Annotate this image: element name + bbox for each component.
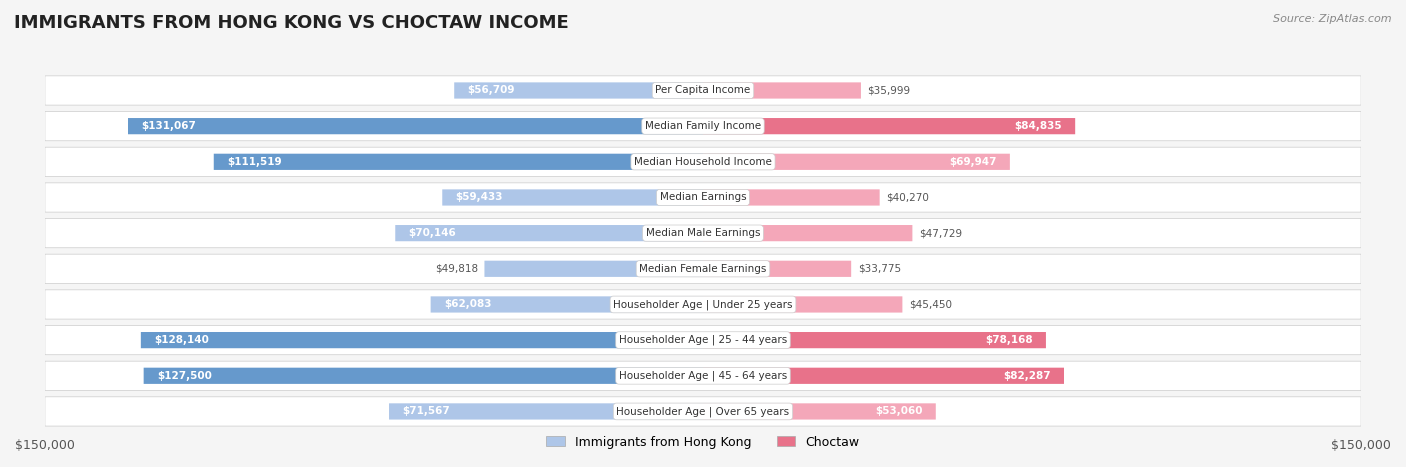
FancyBboxPatch shape: [45, 147, 1361, 177]
FancyBboxPatch shape: [703, 332, 1046, 348]
FancyBboxPatch shape: [703, 297, 903, 312]
FancyBboxPatch shape: [485, 261, 703, 277]
Text: Householder Age | 25 - 44 years: Householder Age | 25 - 44 years: [619, 335, 787, 346]
FancyBboxPatch shape: [45, 254, 1361, 283]
Text: Source: ZipAtlas.com: Source: ZipAtlas.com: [1274, 14, 1392, 24]
Text: Householder Age | 45 - 64 years: Householder Age | 45 - 64 years: [619, 370, 787, 381]
Text: Median Family Income: Median Family Income: [645, 121, 761, 131]
Text: $82,287: $82,287: [1004, 371, 1050, 381]
Text: $35,999: $35,999: [868, 85, 911, 95]
Text: $53,060: $53,060: [875, 406, 922, 417]
FancyBboxPatch shape: [141, 332, 703, 348]
FancyBboxPatch shape: [703, 154, 1010, 170]
Text: $84,835: $84,835: [1014, 121, 1062, 131]
FancyBboxPatch shape: [703, 189, 880, 205]
FancyBboxPatch shape: [703, 261, 851, 277]
Text: $131,067: $131,067: [141, 121, 195, 131]
Text: $40,270: $40,270: [886, 192, 929, 203]
FancyBboxPatch shape: [45, 325, 1361, 355]
FancyBboxPatch shape: [143, 368, 703, 384]
Text: $111,519: $111,519: [226, 157, 281, 167]
FancyBboxPatch shape: [45, 112, 1361, 141]
Text: Householder Age | Under 25 years: Householder Age | Under 25 years: [613, 299, 793, 310]
FancyBboxPatch shape: [430, 297, 703, 312]
FancyBboxPatch shape: [443, 189, 703, 205]
FancyBboxPatch shape: [703, 225, 912, 241]
FancyBboxPatch shape: [45, 397, 1361, 426]
Text: Median Male Earnings: Median Male Earnings: [645, 228, 761, 238]
FancyBboxPatch shape: [703, 118, 1076, 134]
FancyBboxPatch shape: [703, 368, 1064, 384]
FancyBboxPatch shape: [45, 219, 1361, 248]
Text: $71,567: $71,567: [402, 406, 450, 417]
FancyBboxPatch shape: [214, 154, 703, 170]
Text: $47,729: $47,729: [920, 228, 962, 238]
Text: $45,450: $45,450: [908, 299, 952, 310]
FancyBboxPatch shape: [389, 403, 703, 419]
Text: $78,168: $78,168: [986, 335, 1033, 345]
Text: $128,140: $128,140: [155, 335, 209, 345]
FancyBboxPatch shape: [45, 183, 1361, 212]
Text: IMMIGRANTS FROM HONG KONG VS CHOCTAW INCOME: IMMIGRANTS FROM HONG KONG VS CHOCTAW INC…: [14, 14, 569, 32]
FancyBboxPatch shape: [45, 290, 1361, 319]
Text: Median Female Earnings: Median Female Earnings: [640, 264, 766, 274]
FancyBboxPatch shape: [128, 118, 703, 134]
Text: Per Capita Income: Per Capita Income: [655, 85, 751, 95]
Text: $62,083: $62,083: [444, 299, 491, 310]
Text: Median Household Income: Median Household Income: [634, 157, 772, 167]
Text: $69,947: $69,947: [949, 157, 997, 167]
Text: Householder Age | Over 65 years: Householder Age | Over 65 years: [616, 406, 790, 417]
Text: $70,146: $70,146: [408, 228, 456, 238]
Text: $49,818: $49,818: [434, 264, 478, 274]
Legend: Immigrants from Hong Kong, Choctaw: Immigrants from Hong Kong, Choctaw: [541, 431, 865, 453]
Text: Median Earnings: Median Earnings: [659, 192, 747, 203]
FancyBboxPatch shape: [703, 403, 936, 419]
Text: $56,709: $56,709: [467, 85, 515, 95]
FancyBboxPatch shape: [45, 361, 1361, 390]
FancyBboxPatch shape: [45, 76, 1361, 105]
FancyBboxPatch shape: [703, 82, 860, 99]
Text: $59,433: $59,433: [456, 192, 503, 203]
Text: $33,775: $33,775: [858, 264, 901, 274]
Text: $127,500: $127,500: [157, 371, 212, 381]
FancyBboxPatch shape: [395, 225, 703, 241]
FancyBboxPatch shape: [454, 82, 703, 99]
